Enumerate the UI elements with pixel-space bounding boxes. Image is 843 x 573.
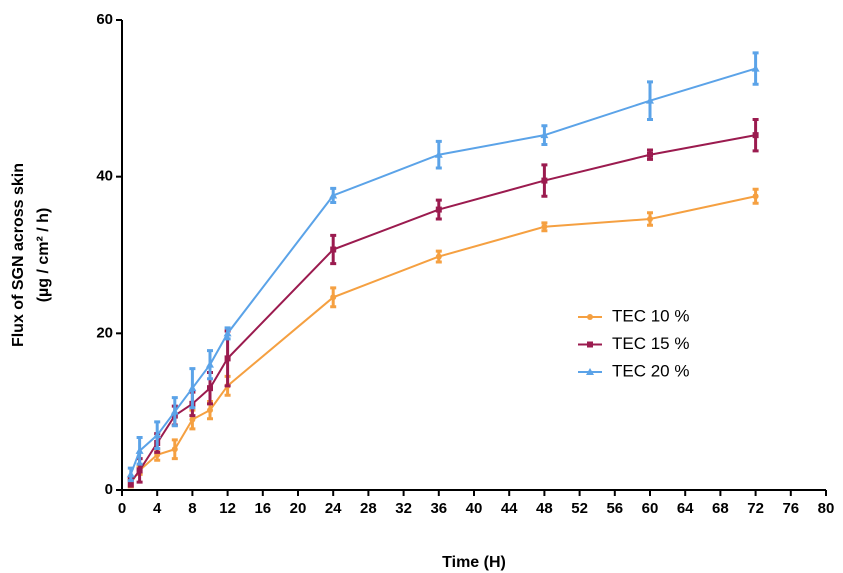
- x-tick-label: 52: [571, 500, 588, 517]
- series-line: [129, 195, 756, 484]
- x-tick-label: 40: [466, 500, 483, 517]
- data-point: [223, 329, 232, 337]
- data-point: [329, 191, 338, 199]
- x-tick-label: 68: [712, 500, 729, 517]
- data-point: [647, 151, 653, 158]
- y-axis-label: Flux of SGN across skin: [10, 163, 27, 347]
- data-point: [751, 64, 760, 72]
- data-point: [752, 132, 759, 139]
- x-tick-label: 64: [677, 500, 694, 517]
- data-point: [188, 384, 197, 392]
- data-point: [206, 360, 214, 368]
- data-point: [647, 215, 653, 222]
- x-tick-label: 20: [290, 500, 307, 517]
- legend-label: TEC 15 %: [612, 334, 689, 353]
- legend-marker: [587, 314, 593, 320]
- legend-marker: [587, 341, 593, 348]
- x-tick-label: 0: [118, 500, 126, 517]
- y-tick-label: 60: [96, 11, 113, 28]
- x-tick-label: 44: [501, 500, 518, 517]
- legend-label: TEC 20 %: [612, 361, 689, 380]
- x-tick-label: 80: [818, 500, 835, 517]
- data-point: [646, 96, 654, 104]
- data-point: [330, 246, 337, 253]
- data-point: [170, 407, 179, 415]
- data-point: [752, 193, 759, 200]
- data-point: [189, 416, 196, 423]
- data-point: [153, 431, 162, 439]
- x-tick-label: 24: [325, 500, 342, 517]
- data-point: [224, 355, 231, 362]
- data-point: [330, 294, 337, 301]
- data-point: [540, 131, 549, 139]
- x-tick-label: 8: [188, 500, 196, 517]
- x-tick-label: 56: [606, 500, 623, 517]
- x-tick-label: 16: [254, 500, 271, 517]
- legend-label: TEC 10 %: [612, 306, 689, 325]
- data-point: [434, 150, 443, 158]
- y-tick-label: 20: [96, 324, 113, 341]
- data-point: [135, 446, 144, 454]
- legend-marker: [586, 368, 594, 375]
- x-tick-label: 76: [782, 500, 799, 517]
- data-point: [126, 470, 135, 478]
- data-point: [435, 206, 442, 213]
- data-point: [136, 467, 143, 474]
- x-tick-label: 72: [747, 500, 764, 517]
- data-point: [207, 407, 213, 414]
- data-point: [127, 479, 134, 486]
- y-tick-label: 0: [105, 481, 113, 498]
- data-point: [207, 385, 213, 392]
- x-tick-label: 32: [395, 500, 412, 517]
- x-tick-label: 12: [219, 500, 236, 517]
- y-axis-label: (µg / cm² / h): [35, 208, 52, 303]
- x-tick-label: 4: [153, 500, 162, 517]
- y-tick-label: 40: [96, 168, 113, 185]
- data-point: [435, 253, 442, 260]
- x-tick-label: 36: [430, 500, 447, 517]
- data-point: [541, 177, 548, 184]
- x-tick-label: 28: [360, 500, 377, 517]
- x-axis-label: Time (H): [442, 554, 506, 571]
- series-line: [129, 67, 756, 475]
- data-point: [541, 223, 548, 230]
- x-tick-label: 48: [536, 500, 553, 517]
- x-tick-label: 60: [642, 500, 659, 517]
- data-point: [171, 446, 178, 453]
